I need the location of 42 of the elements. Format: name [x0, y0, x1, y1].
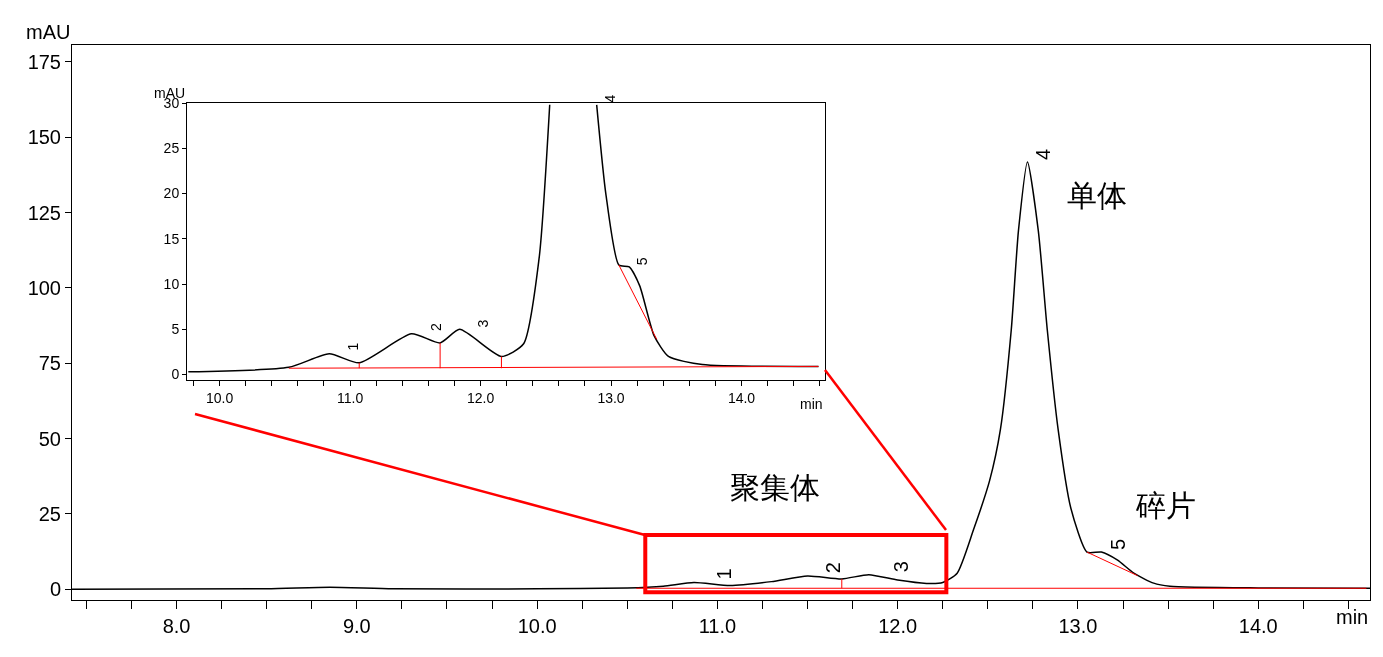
y-axis-title: mAU: [26, 21, 71, 43]
annotation: 1: [344, 342, 361, 351]
annotation: 5: [634, 257, 651, 266]
annotation: 3: [889, 561, 912, 573]
y-tick-label: 5: [171, 321, 180, 338]
x-axis-title: min: [1336, 606, 1369, 628]
annotation: 2: [428, 323, 445, 332]
x-tick-label: 12.0: [878, 615, 918, 637]
x-tick-label: 8.0: [162, 615, 191, 637]
x-tick-label: 13.0: [1058, 615, 1098, 637]
annotation: 4: [1032, 148, 1055, 160]
x-tick-label: 9.0: [342, 615, 371, 637]
x-tick-label: 12.0: [466, 389, 495, 406]
annotation: 5: [1106, 538, 1129, 550]
x-tick-label: 11.0: [336, 389, 364, 406]
annotation: 4: [601, 94, 618, 103]
y-tick-label: 50: [38, 427, 61, 450]
annotation: 3: [474, 319, 491, 328]
y-tick-label: 150: [27, 126, 61, 149]
y-tick-label: 175: [27, 50, 61, 73]
y-tick-label: 25: [38, 502, 61, 525]
y-tick-label: 15: [163, 230, 180, 247]
y-tick-label: 20: [163, 185, 180, 202]
x-axis-title: min: [800, 396, 823, 412]
annotation: 碎片: [1135, 489, 1196, 522]
x-tick-label: 11.0: [698, 615, 737, 637]
y-tick-label: 100: [27, 276, 61, 299]
y-tick-label: 125: [27, 201, 61, 224]
y-tick-label: 25: [163, 140, 180, 157]
annotation: 单体: [1067, 179, 1127, 212]
x-tick-label: 14.0: [727, 389, 756, 406]
y-tick-label: 0: [171, 366, 180, 383]
y-tick-label: 75: [38, 352, 61, 375]
y-tick-label: 0: [49, 578, 61, 601]
annotation: 1: [713, 568, 736, 580]
x-tick-label: 10.0: [517, 615, 557, 637]
x-tick-label: 13.0: [597, 389, 625, 406]
annotation: 聚集体: [730, 471, 820, 504]
annotation: 2: [821, 562, 844, 574]
y-tick-label: 10: [163, 275, 180, 292]
x-tick-label: 14.0: [1238, 615, 1278, 637]
x-tick-label: 10.0: [205, 389, 234, 406]
